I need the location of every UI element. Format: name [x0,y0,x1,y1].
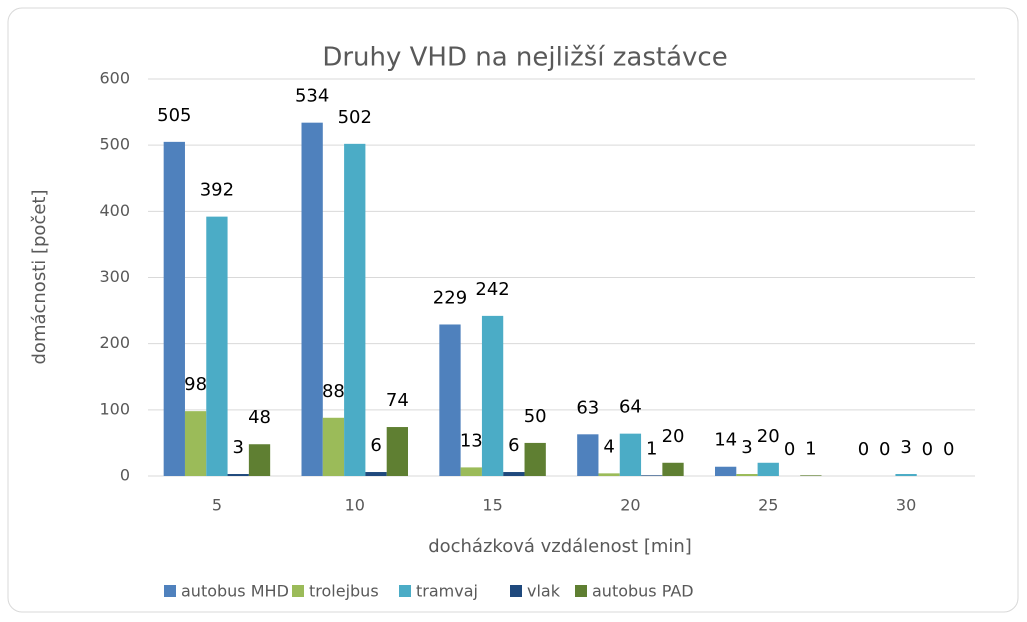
data-label: 64 [619,397,642,418]
y-tick-label: 400 [99,201,130,220]
data-label: 6 [508,435,519,456]
x-tick-label: 10 [345,496,365,515]
data-label: 20 [757,426,780,447]
legend-label: autobus MHD [181,582,289,601]
y-tick-label: 300 [99,267,130,286]
data-label: 3 [900,437,911,458]
bar [662,462,684,476]
legend-label: trolejbus [309,582,379,601]
data-label: 98 [184,374,207,395]
data-label: 48 [248,407,271,428]
y-axis-title: domácnosti [počet] [29,190,50,365]
data-label: 1 [805,438,816,459]
data-label: 1 [646,438,657,459]
bar [598,473,620,476]
bar [757,462,779,476]
bar [248,444,271,476]
y-tick-label: 500 [99,135,130,154]
legend-swatch [164,585,176,597]
bar [206,216,228,477]
data-label: 4 [603,436,614,457]
bar [386,427,408,476]
data-label: 50 [524,406,547,427]
data-label: 505 [157,105,191,126]
legend-label: autobus PAD [592,582,694,601]
legend-swatch [399,585,411,597]
x-tick-label: 5 [212,496,222,515]
bar [163,141,185,476]
data-label: 88 [322,381,345,402]
bar [577,434,599,476]
y-tick-label: 0 [120,466,130,485]
bar [895,474,917,476]
chart-title: Druhy VHD na nejližší zastávce [322,43,727,73]
data-label: 63 [576,397,599,418]
data-label: 242 [475,279,509,300]
data-label: 14 [714,430,737,451]
bar [301,122,323,477]
legend-label: tramvaj [416,582,478,601]
data-label: 0 [922,439,933,460]
bar [481,315,504,476]
x-tick-label: 20 [620,496,640,515]
y-tick-label: 200 [99,333,130,352]
data-label: 0 [879,439,890,460]
bar [641,475,663,476]
bar [344,143,366,477]
legend-label: vlak [527,582,561,601]
y-tick-label: 100 [99,399,130,418]
x-tick-label: 25 [758,496,778,515]
bar [503,472,525,476]
y-tick-label: 600 [99,69,130,88]
bar [715,466,737,476]
data-label: 74 [386,390,409,411]
data-label: 0 [858,439,869,460]
chart-frame [7,7,1019,613]
data-label: 3 [232,437,243,458]
bar [619,433,642,476]
data-label: 6 [370,435,381,456]
data-label: 3 [741,437,752,458]
bar [365,472,387,476]
data-label: 502 [338,107,372,128]
bar [800,475,822,476]
bar [460,467,482,476]
data-label: 0 [943,439,954,460]
bar [439,324,461,476]
data-label: 13 [460,430,483,451]
x-axis-title: docházková vzdálenost [min] [428,536,692,557]
data-label: 229 [433,287,467,308]
data-label: 0 [784,439,795,460]
bar [524,442,546,476]
data-label: 392 [200,180,234,201]
x-tick-label: 15 [482,496,502,515]
legend-swatch [510,585,522,597]
bar [736,474,758,476]
legend-swatch [292,585,304,597]
legend-swatch [575,585,587,597]
x-tick-label: 30 [896,496,916,515]
bar [227,474,249,476]
data-label: 534 [295,86,329,107]
bar [322,417,345,476]
data-label: 20 [662,426,685,447]
bar [184,411,207,476]
